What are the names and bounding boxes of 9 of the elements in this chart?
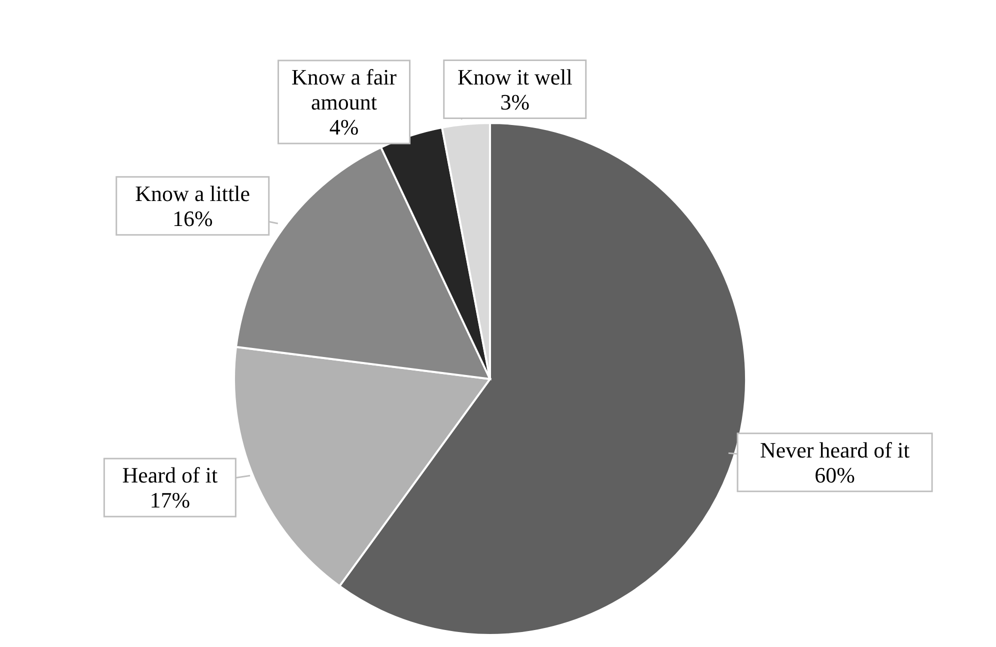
data-label: 16% bbox=[172, 206, 213, 231]
data-label: 3% bbox=[500, 89, 530, 114]
data-label: 4% bbox=[329, 114, 359, 140]
data-label: 60% bbox=[814, 462, 855, 488]
slice-label: Know a little bbox=[135, 180, 250, 206]
slice-label: Know a fair amount bbox=[291, 64, 398, 114]
slice-label: Know it well bbox=[457, 64, 572, 90]
data-label: 17% bbox=[150, 488, 190, 513]
slice-label: Heard of it bbox=[122, 462, 218, 488]
